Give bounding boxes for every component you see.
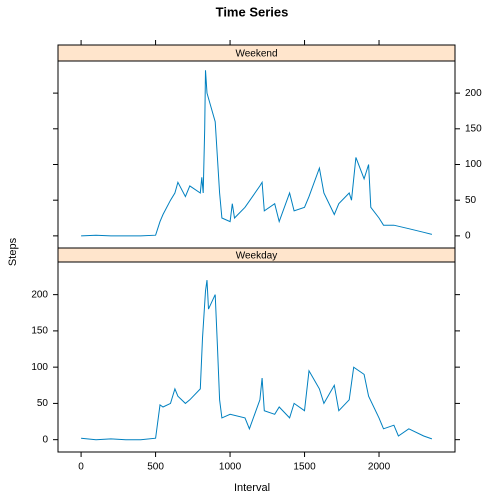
chart-title: Time Series <box>216 4 289 19</box>
y-axis-label: Steps <box>7 237 19 266</box>
x-tick-label: 0 <box>78 462 84 473</box>
panel <box>57 60 456 249</box>
x-tick-label: 1000 <box>219 462 242 473</box>
y-tick-label: 50 <box>37 398 49 409</box>
y-tick-label: 150 <box>465 123 482 134</box>
x-axis-label: Interval <box>234 482 270 494</box>
strip-label: Weekend <box>235 49 277 60</box>
y-tick-label: 150 <box>31 326 48 337</box>
y-tick-label: 50 <box>465 195 477 206</box>
x-tick-label: 1500 <box>293 462 316 473</box>
y-tick-label: 0 <box>42 434 48 445</box>
x-tick-label: 500 <box>147 462 164 473</box>
y-tick-label: 0 <box>465 231 471 242</box>
y-tick-label: 200 <box>465 88 482 99</box>
x-tick-label: 2000 <box>368 462 391 473</box>
y-tick-label: 100 <box>31 362 48 373</box>
strip-label: Weekday <box>236 251 278 262</box>
y-tick-label: 100 <box>465 159 482 170</box>
line <box>81 70 433 237</box>
panel <box>57 261 456 453</box>
line <box>81 280 433 441</box>
y-tick-label: 200 <box>31 289 48 300</box>
